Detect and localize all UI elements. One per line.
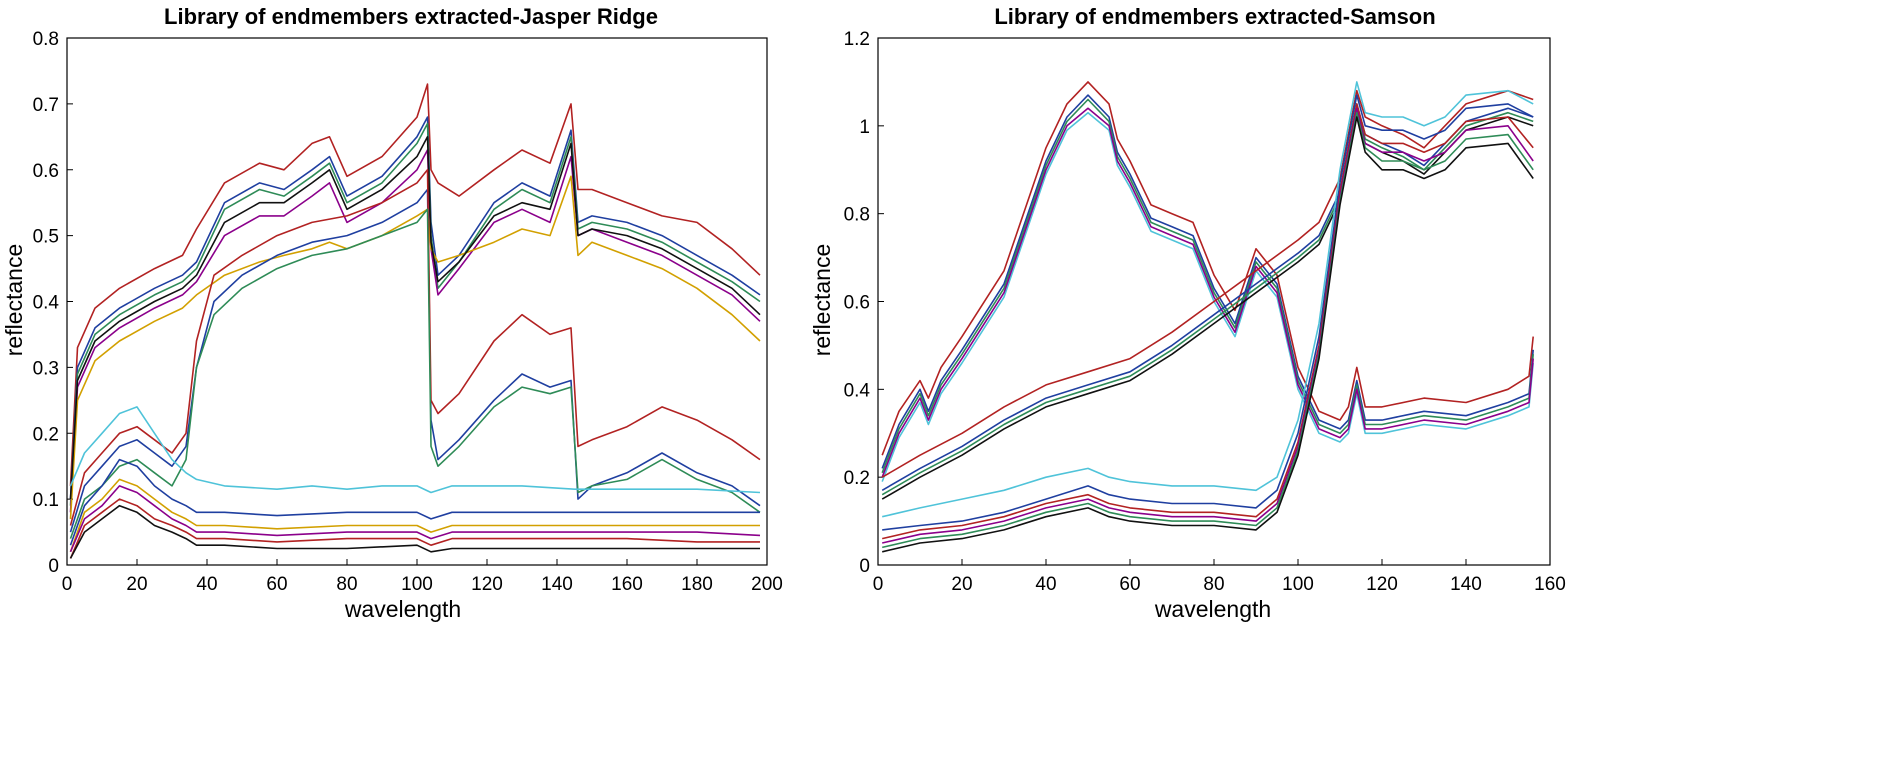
y-ticks-jasper-ridge: 0 0.1 0.2 0.3 0.4 0.5 0.6 0.7 0.8 [33, 29, 73, 577]
x-axis-label-jasper-ridge: wavelength [344, 596, 461, 622]
chart-title-jasper-ridge: Library of endmembers extracted-Jasper R… [164, 4, 658, 29]
y-ticks-samson: 0 0.2 0.4 0.6 0.8 1 1.2 [844, 29, 884, 577]
x-tick-label: 20 [951, 574, 972, 595]
series-line-endmember-10 [882, 81, 1534, 518]
y-tick-label: 0.5 [33, 227, 59, 248]
series-line-endmember-4 [881, 111, 1534, 482]
x-tick-label: 80 [1203, 574, 1224, 595]
x-ticks-samson: 0 20 40 60 80 100 120 140 160 [873, 559, 1566, 595]
y-tick-label: 0.2 [844, 468, 870, 489]
x-tick-label: 60 [1119, 574, 1140, 595]
series-line-endmember-8 [881, 107, 1534, 496]
series-group-samson [881, 81, 1534, 553]
series-line-endmember-6 [881, 89, 1534, 478]
y-tick-label: 0.7 [33, 95, 59, 116]
x-tick-label: 100 [401, 574, 433, 595]
chart-jasper-ridge: Library of endmembers extracted-Jasper R… [1, 4, 783, 622]
x-tick-label: 0 [62, 574, 73, 595]
y-tick-label: 0.2 [33, 424, 59, 445]
series-line-endmember-8 [69, 169, 761, 526]
series-line-endmember-9 [69, 208, 761, 539]
series-line-endmember-9 [881, 111, 1534, 500]
x-ticks-jasper-ridge: 0 20 40 60 80 100 120 140 160 180 200 [62, 559, 783, 595]
series-line-endmember-15 [69, 504, 760, 559]
x-tick-label: 40 [196, 574, 217, 595]
series-line-endmember-11 [69, 458, 760, 546]
plot-area-jasper-ridge [66, 37, 768, 566]
chart-samson: Library of endmembers extracted-Samson 0… [809, 4, 1566, 622]
series-line-endmember-1 [881, 81, 1534, 456]
chart-title-samson: Library of endmembers extracted-Samson [994, 4, 1435, 29]
series-line-endmember-5 [69, 175, 761, 519]
x-tick-label: 100 [1282, 574, 1314, 595]
y-tick-label: 0.6 [33, 161, 59, 182]
series-line-endmember-12 [882, 103, 1534, 540]
series-line-endmember-4 [69, 149, 761, 513]
series-line-endmember-13 [882, 107, 1534, 544]
y-tick-label: 0.1 [33, 490, 59, 511]
series-line-endmember-3 [881, 98, 1534, 474]
x-tick-label: 60 [266, 574, 287, 595]
x-tick-label: 200 [751, 574, 783, 595]
y-tick-label: 1.2 [844, 29, 870, 50]
y-tick-label: 0.4 [33, 293, 60, 314]
x-axis-label-samson: wavelength [1154, 596, 1271, 622]
series-line-endmember-14 [882, 111, 1534, 549]
y-tick-label: 0.6 [844, 293, 870, 314]
series-line-endmember-3 [69, 122, 761, 506]
y-tick-label: 0 [48, 556, 59, 577]
y-tick-label: 0.8 [844, 205, 870, 226]
x-tick-label: 160 [1534, 574, 1566, 595]
y-tick-label: 0.4 [844, 380, 871, 401]
x-tick-label: 0 [873, 574, 884, 595]
series-line-endmember-11 [882, 94, 1534, 531]
x-tick-label: 120 [471, 574, 503, 595]
x-tick-label: 160 [611, 574, 643, 595]
series-line-endmember-6 [69, 136, 761, 500]
x-tick-label: 140 [541, 574, 573, 595]
x-tick-label: 80 [336, 574, 357, 595]
y-axis-label-jasper-ridge: reflectance [1, 244, 27, 357]
x-tick-label: 20 [126, 574, 147, 595]
y-tick-label: 0 [859, 556, 870, 577]
series-line-endmember-5 [881, 107, 1534, 478]
series-group-jasper-ridge [69, 83, 761, 559]
x-tick-label: 140 [1450, 574, 1482, 595]
series-line-endmember-13 [69, 485, 761, 553]
x-tick-label: 120 [1366, 574, 1398, 595]
x-tick-label: 40 [1035, 574, 1056, 595]
y-tick-label: 0.8 [33, 29, 59, 50]
series-line-endmember-15 [882, 116, 1534, 553]
series-line-endmember-1 [69, 83, 761, 486]
series-line-endmember-10 [69, 406, 761, 494]
y-tick-label: 0.3 [33, 358, 59, 379]
series-line-endmember-2 [69, 116, 761, 500]
series-line-endmember-7 [881, 103, 1534, 491]
series-line-endmember-12 [69, 478, 760, 553]
y-axis-label-samson: reflectance [809, 244, 835, 357]
y-tick-label: 1 [859, 117, 870, 138]
series-line-endmember-14 [69, 498, 760, 559]
series-line-endmember-2 [881, 94, 1534, 469]
x-tick-label: 180 [681, 574, 713, 595]
